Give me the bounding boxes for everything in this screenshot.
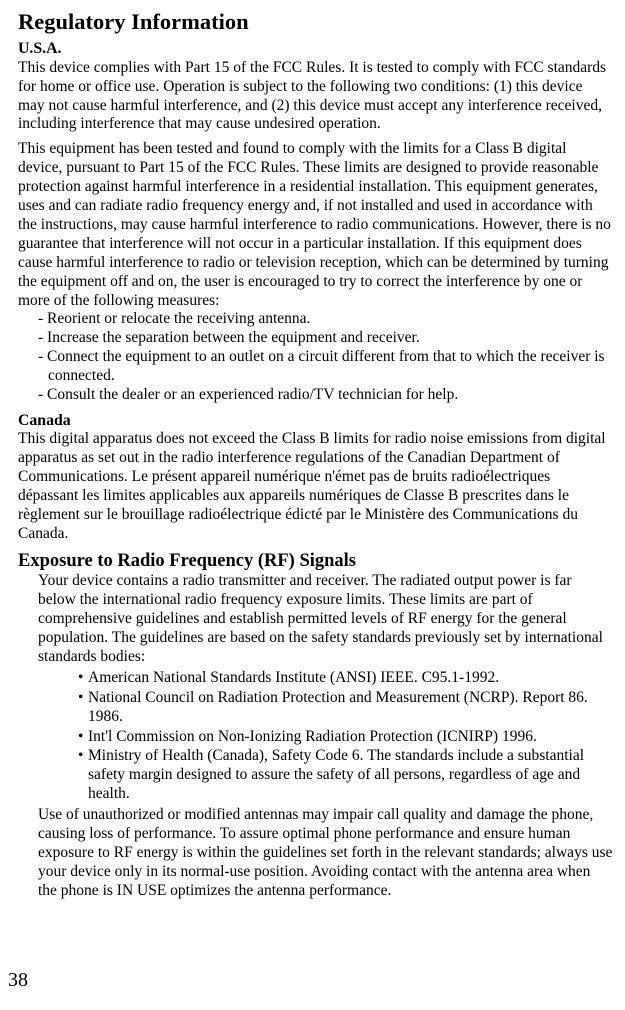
usa-measures-list: - Reorient or relocate the receiving ant… (18, 310, 613, 405)
usa-para2: This equipment has been tested and found… (18, 140, 613, 310)
measure-item: - Consult the dealer or an experienced r… (38, 386, 613, 405)
page-number: 38 (8, 968, 28, 992)
rf-intro: Your device contains a radio transmitter… (18, 572, 613, 667)
canada-heading: Canada (18, 411, 613, 430)
rf-heading: Exposure to Radio Frequency (RF) Signals (18, 550, 613, 573)
rf-bullets: •American National Standards Institute (… (18, 669, 613, 804)
bullet-text: Int'l Commission on Non-Ionizing Radiati… (88, 728, 537, 745)
bullet-item: •National Council on Radiation Protectio… (58, 689, 613, 727)
bullet-item: •American National Standards Institute (… (58, 669, 613, 688)
usa-para1: This device complies with Part 15 of the… (18, 59, 613, 135)
measure-item: - Reorient or relocate the receiving ant… (38, 310, 613, 329)
measure-item: - Connect the equipment to an outlet on … (38, 348, 613, 386)
rf-outro: Use of unauthorized or modified antennas… (18, 806, 613, 901)
bullet-text: American National Standards Institute (A… (88, 669, 499, 686)
bullet-item: •Ministry of Health (Canada), Safety Cod… (58, 747, 613, 804)
page-title: Regulatory Information (18, 8, 613, 35)
canada-para: This digital apparatus does not exceed t… (18, 430, 613, 543)
bullet-item: •Int'l Commission on Non-Ionizing Radiat… (58, 728, 613, 747)
usa-heading: U.S.A. (18, 39, 613, 58)
bullet-text: Ministry of Health (Canada), Safety Code… (88, 747, 584, 802)
bullet-text: National Council on Radiation Protection… (88, 689, 588, 725)
measure-item: - Increase the separation between the eq… (38, 329, 613, 348)
